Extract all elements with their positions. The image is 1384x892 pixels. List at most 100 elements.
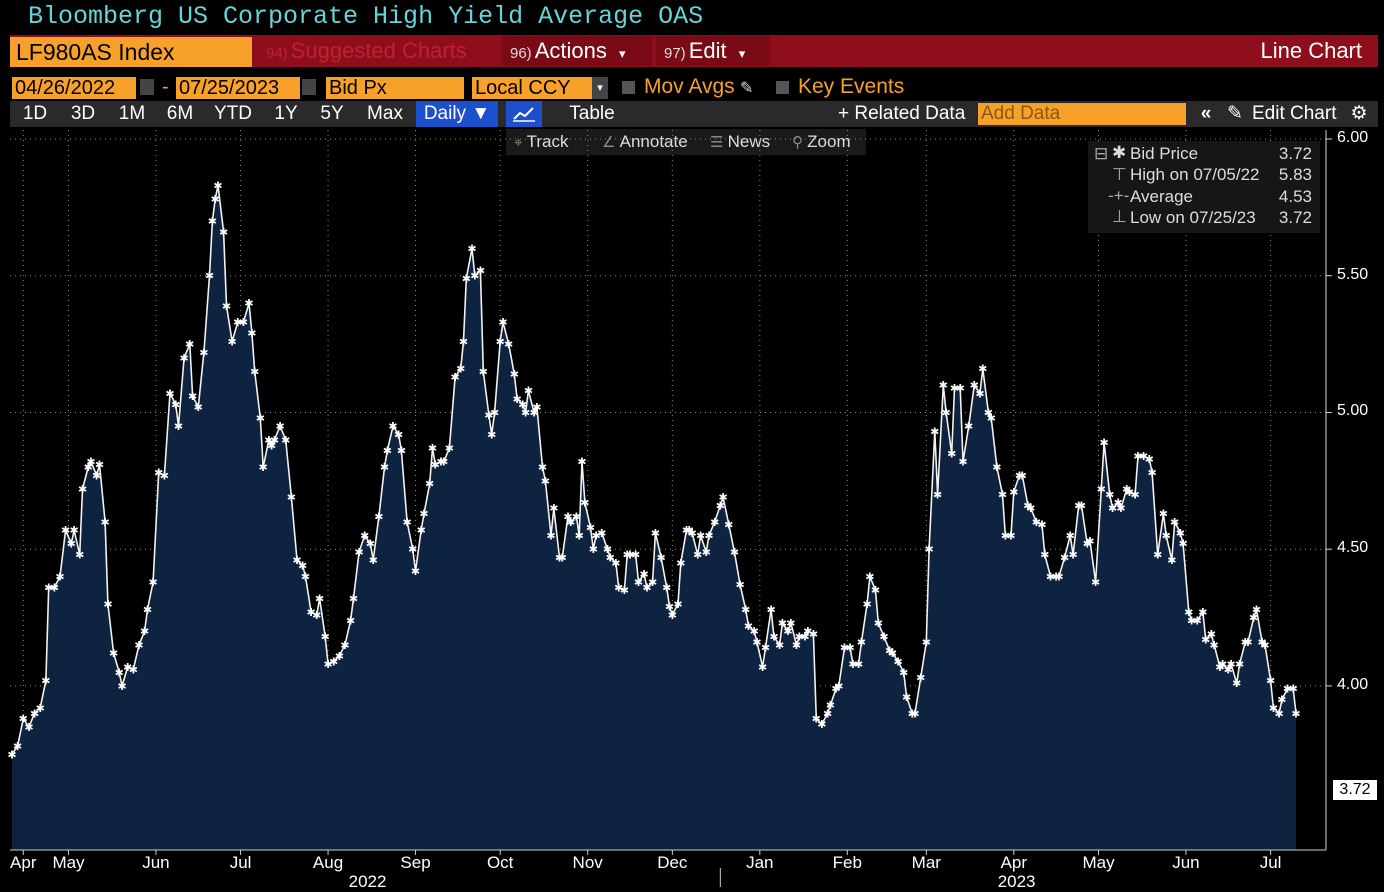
ticker-field[interactable]: LF980AS Index	[10, 37, 252, 67]
track-tool[interactable]: ⌖ Track	[514, 130, 569, 154]
start-calendar-icon[interactable]	[140, 79, 154, 95]
data-point-marker: ✱	[1145, 453, 1154, 466]
data-point-marker: ✱	[558, 551, 567, 564]
zoom-tool[interactable]: ⚲ Zoom	[792, 130, 851, 154]
period-3d-button[interactable]: 3D	[70, 103, 96, 124]
data-point-marker: ✱	[685, 524, 694, 537]
data-point-marker: ✱	[41, 674, 50, 687]
data-point-marker: ✱	[524, 385, 533, 398]
legend-asterisk-icon: ✱	[1112, 143, 1127, 162]
data-point-marker: ✱	[264, 434, 273, 447]
collapse-icon[interactable]: «	[1200, 103, 1212, 124]
data-point-marker: ✱	[800, 631, 809, 644]
news-tool[interactable]: ☰ News	[710, 130, 770, 154]
legend-high-label: High on 07/05/22	[1130, 165, 1260, 184]
data-point-marker: ✱	[1159, 508, 1168, 521]
data-point-marker: ✱	[498, 316, 507, 329]
data-point-marker: ✱	[916, 672, 925, 685]
key-events-checkbox[interactable]	[776, 81, 789, 94]
edit-chart-button[interactable]: Edit Chart	[1252, 103, 1337, 124]
data-point-marker: ✱	[233, 316, 242, 329]
data-point-marker: ✱	[1210, 639, 1219, 652]
line-chart-icon[interactable]	[506, 101, 542, 127]
annotate-tool[interactable]: ∠ Annotate	[602, 130, 688, 154]
data-point-marker: ✱	[862, 598, 871, 611]
data-point-marker: ✱	[625, 549, 634, 562]
data-point-marker: ✱	[462, 272, 471, 285]
field-selector[interactable]: Bid Px	[326, 77, 464, 99]
data-point-marker: ✱	[1046, 571, 1055, 584]
data-point-marker: ✱	[323, 658, 332, 671]
related-data-button[interactable]: + Related Data	[838, 103, 966, 124]
data-point-marker: ✱	[55, 571, 64, 584]
data-point-marker: ✱	[572, 510, 581, 523]
chart-legend[interactable]: ⊟ ✱ Bid Price 3.72 ⊤ High on 07/05/22 5.…	[1088, 141, 1320, 233]
end-date-field[interactable]: 07/25/2023	[176, 77, 300, 99]
data-point-marker: ✱	[975, 387, 984, 400]
data-point-marker: ✱	[1218, 658, 1227, 671]
data-point-marker: ✱	[606, 551, 615, 564]
data-point-marker: ✱	[1207, 628, 1216, 641]
data-point-marker: ✱	[846, 642, 855, 655]
add-data-input[interactable]: Add Data	[978, 103, 1186, 125]
data-point-marker: ✱	[662, 581, 671, 594]
actions-menu[interactable]: 96) Actions ▾	[502, 36, 652, 66]
data-point-marker: ✱	[490, 406, 499, 419]
suggested-charts-menu[interactable]: 94) Suggested Charts	[258, 36, 475, 66]
y-tick-label: 6.00	[1337, 129, 1369, 146]
edit-menu[interactable]: 97) Edit ▾	[656, 36, 770, 66]
settings-gear-icon[interactable]: ⚙	[1350, 103, 1368, 124]
data-point-marker: ✱	[614, 581, 623, 594]
data-point-marker: ✱	[143, 603, 152, 616]
period-6m-button[interactable]: 6M	[166, 103, 194, 124]
data-point-marker: ✱	[888, 647, 897, 660]
edit-number: 97)	[664, 45, 686, 62]
legend-average-icon: -+-	[1108, 186, 1130, 205]
data-point-marker: ✱	[349, 592, 358, 605]
data-point-marker: ✱	[194, 401, 203, 414]
period-1m-button[interactable]: 1M	[118, 103, 146, 124]
data-point-marker: ✱	[735, 579, 744, 592]
period-1d-button[interactable]: 1D	[22, 103, 48, 124]
data-point-marker: ✱	[939, 379, 948, 392]
data-point-marker: ✱	[340, 639, 349, 652]
period-ytd-button[interactable]: YTD	[214, 103, 252, 124]
data-point-marker: ✱	[205, 270, 214, 283]
data-point-marker: ✱	[287, 491, 296, 504]
pencil-icon[interactable]: ✎	[740, 80, 754, 97]
suggested-charts-number: 94)	[266, 45, 288, 62]
data-point-marker: ✱	[1147, 467, 1156, 480]
frequency-dropdown[interactable]: Daily ▼	[416, 101, 498, 127]
data-point-marker: ✱	[402, 516, 411, 529]
data-point-marker: ✱	[620, 584, 629, 597]
period-5y-button[interactable]: 5Y	[320, 103, 344, 124]
data-point-marker: ✱	[831, 683, 840, 696]
mov-avgs-checkbox[interactable]	[622, 81, 635, 94]
y-tick-label: 4.50	[1337, 539, 1369, 557]
data-point-marker: ✱	[775, 639, 784, 652]
data-point-marker: ✱	[925, 543, 934, 556]
period-1y-button[interactable]: 1Y	[274, 103, 298, 124]
table-view-button[interactable]: Table	[569, 103, 615, 124]
data-point-marker: ✱	[479, 365, 488, 378]
data-point-marker: ✱	[1289, 683, 1298, 696]
news-icon: ☰	[710, 134, 728, 151]
data-point-marker: ✱	[417, 524, 426, 537]
currency-dropdown-icon[interactable]: ▾	[592, 77, 608, 99]
start-date-field[interactable]: 04/26/2022	[12, 77, 136, 99]
end-calendar-icon[interactable]	[302, 79, 316, 95]
data-point-marker: ✱	[910, 707, 919, 720]
data-point-marker: ✱	[24, 721, 33, 734]
data-point-marker: ✱	[408, 543, 417, 556]
data-point-marker: ✱	[439, 456, 448, 469]
x-tick-label: May	[52, 853, 85, 872]
edit-label: Edit	[688, 38, 727, 63]
chart-type-label[interactable]: Line Chart	[1260, 38, 1362, 63]
data-point-marker: ✱	[1139, 450, 1148, 463]
period-max-button[interactable]: Max	[367, 103, 403, 124]
data-point-marker: ✱	[470, 270, 479, 283]
data-point-marker: ✱	[589, 543, 598, 556]
currency-selector[interactable]: Local CCY	[472, 77, 592, 99]
data-point-marker: ✱	[1032, 516, 1041, 529]
legend-collapse-icon[interactable]: ⊟	[1094, 144, 1109, 163]
